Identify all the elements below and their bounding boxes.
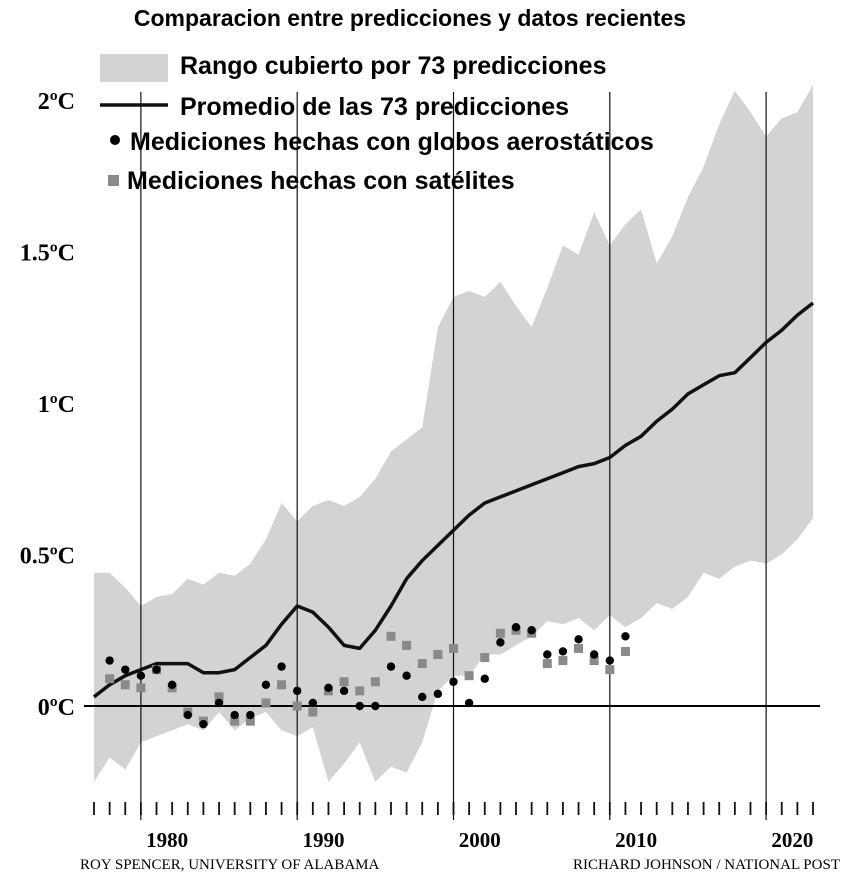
- satellite-point-1988: [292, 701, 302, 711]
- average-prediction-line: [92, 301, 815, 699]
- balloon-point-1978: [136, 671, 146, 680]
- legend-label-balloons: Mediciones hechas con globos aerostático…: [130, 128, 654, 156]
- satellite-point-2008: [605, 665, 615, 675]
- satellite-point-1999: [464, 671, 474, 681]
- chart-title: Comparacion entre predicciones y datos r…: [134, 5, 686, 31]
- legend-label-range: Rango cubierto por 73 predicciones: [180, 52, 606, 80]
- y-tick-label: 2ºC: [38, 89, 75, 115]
- y-axis: 0ºC 0.5ºC 1ºC 1.5ºC 2ºC: [20, 89, 75, 721]
- satellite-point-1985: [245, 716, 255, 726]
- satellite-point-1978: [136, 683, 146, 693]
- x-tick-label: 2020: [771, 828, 813, 852]
- balloon-point-2005: [558, 647, 568, 656]
- satellite-point-1998: [449, 643, 458, 653]
- satellite-point-2004: [542, 659, 552, 669]
- satellite-point-1976: [105, 674, 115, 684]
- satellite-point-1984: [230, 716, 240, 726]
- balloon-points-layer: [105, 623, 630, 729]
- satellite-point-1995: [402, 640, 412, 650]
- legend-circle-swatch: [110, 135, 120, 145]
- legend-label-satellites: Mediciones hechas con satélites: [127, 167, 515, 195]
- x-tick-label: 1990: [302, 828, 344, 852]
- balloon-point-2002: [511, 623, 521, 632]
- satellite-point-1993: [370, 677, 380, 687]
- balloon-point-2001: [496, 638, 505, 647]
- legend-label-average: Promedio de las 73 predicciones: [180, 93, 569, 121]
- satellite-point-2005: [558, 656, 568, 666]
- balloon-point-2007: [589, 650, 599, 659]
- satellite-point-1991: [339, 677, 349, 687]
- credit-graphic: RICHARD JOHNSON / NATIONAL POST: [573, 857, 840, 873]
- legend-square-swatch: [108, 175, 119, 186]
- balloon-point-1996: [418, 692, 427, 702]
- balloon-point-2004: [543, 650, 552, 659]
- x-axis: 1980 1990 2000 2010 2020: [93, 802, 814, 852]
- satellite-point-1994: [386, 631, 396, 641]
- balloon-point-1985: [246, 710, 255, 720]
- credit-source: ROY SPENCER, UNIVERSITY OF ALABAMA: [80, 857, 380, 873]
- balloon-point-2006: [574, 635, 583, 644]
- x-tick-label: 2010: [615, 828, 657, 852]
- balloon-point-1980: [167, 680, 177, 689]
- balloon-point-1995: [402, 671, 411, 680]
- balloon-point-1989: [308, 698, 318, 708]
- satellite-point-1992: [355, 686, 365, 696]
- satellite-point-1996: [417, 659, 427, 669]
- satellite-point-1986: [261, 698, 271, 708]
- balloon-point-1994: [386, 662, 396, 671]
- balloon-point-1982: [199, 719, 208, 729]
- balloon-point-1986: [261, 680, 271, 689]
- satellite-point-1989: [308, 707, 318, 717]
- satellite-point-1997: [433, 649, 443, 659]
- balloon-point-1979: [152, 665, 161, 674]
- balloon-point-1981: [183, 710, 192, 720]
- balloon-point-2003: [527, 626, 536, 635]
- balloon-point-1990: [324, 683, 333, 693]
- balloon-point-1984: [230, 710, 239, 720]
- balloon-point-2009: [621, 632, 630, 641]
- balloon-point-1991: [339, 686, 349, 696]
- satellite-point-1983: [214, 692, 224, 702]
- legend: Rango cubierto por 73 predicciones Prome…: [100, 52, 654, 195]
- satellite-point-2007: [589, 656, 599, 666]
- y-tick-label: 1.5ºC: [20, 241, 75, 267]
- balloon-point-1983: [214, 698, 224, 708]
- satellite-point-2006: [574, 643, 584, 653]
- satellite-point-1977: [120, 680, 130, 690]
- balloon-point-1998: [449, 677, 458, 686]
- balloon-point-1977: [121, 665, 130, 674]
- balloon-point-1993: [371, 701, 380, 711]
- balloon-point-2000: [480, 674, 489, 683]
- satellite-point-2009: [620, 646, 630, 656]
- balloon-point-1987: [277, 662, 286, 671]
- satellite-point-2000: [480, 653, 490, 663]
- x-tick-label: 1980: [146, 828, 188, 852]
- balloon-point-2008: [605, 656, 615, 665]
- y-tick-label: 0.5ºC: [20, 544, 75, 570]
- satellite-point-1987: [277, 680, 287, 690]
- legend-band-swatch: [100, 54, 168, 82]
- decade-lines-layer: [140, 92, 767, 820]
- average-line-layer: [92, 301, 815, 699]
- satellite-point-2001: [495, 628, 505, 638]
- balloon-point-1999: [464, 698, 474, 708]
- y-tick-label: 0ºC: [38, 695, 75, 721]
- y-tick-label: 1ºC: [38, 392, 75, 418]
- balloon-point-1997: [433, 689, 443, 699]
- balloon-point-1992: [355, 701, 364, 711]
- x-tick-label: 2000: [459, 828, 501, 852]
- balloon-point-1988: [292, 686, 302, 696]
- balloon-point-1976: [105, 656, 114, 665]
